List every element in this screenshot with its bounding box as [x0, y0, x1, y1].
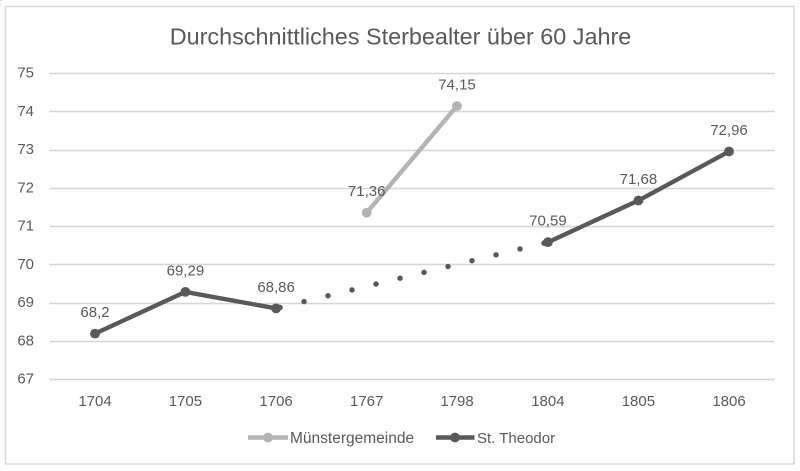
svg-text:75: 75 [17, 65, 34, 82]
svg-text:1704: 1704 [78, 393, 111, 410]
svg-text:68,2: 68,2 [80, 304, 109, 321]
svg-text:74,15: 74,15 [438, 77, 476, 94]
svg-text:70: 70 [17, 256, 34, 273]
svg-text:73: 73 [17, 141, 34, 158]
svg-text:1767: 1767 [350, 393, 383, 410]
svg-text:1806: 1806 [712, 393, 745, 410]
svg-text:71,68: 71,68 [620, 171, 658, 188]
svg-text:69,29: 69,29 [167, 262, 205, 279]
svg-text:1805: 1805 [622, 393, 655, 410]
svg-text:71: 71 [17, 218, 34, 235]
svg-text:72: 72 [17, 179, 34, 196]
svg-text:68: 68 [17, 332, 34, 349]
svg-text:1798: 1798 [440, 393, 473, 410]
svg-text:67: 67 [17, 371, 34, 388]
svg-text:69: 69 [17, 294, 34, 311]
svg-text:70,59: 70,59 [529, 213, 567, 230]
svg-text:1705: 1705 [169, 393, 202, 410]
svg-text:St. Theodor: St. Theodor [477, 430, 555, 447]
svg-text:68,86: 68,86 [257, 279, 295, 296]
svg-text:72,96: 72,96 [710, 122, 748, 139]
svg-text:Münstergemeinde: Münstergemeinde [290, 430, 414, 447]
svg-text:1804: 1804 [531, 393, 564, 410]
svg-text:1706: 1706 [259, 393, 292, 410]
svg-text:74: 74 [17, 103, 34, 120]
svg-text:Durchschnittliches Sterbealter: Durchschnittliches Sterbealter über 60 J… [170, 24, 632, 50]
svg-text:71,36: 71,36 [348, 183, 386, 200]
